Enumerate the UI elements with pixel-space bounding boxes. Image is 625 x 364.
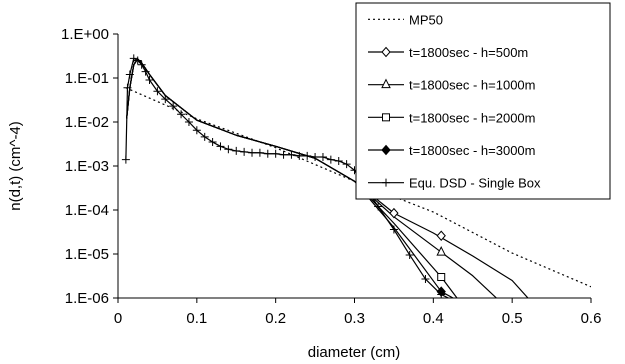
data-point-t-1800sec-h-2000m bbox=[437, 273, 446, 282]
axes: 0 0.1 0.2 0.3 0.4 0.5 0.6 1.E+00 1.E-01 1.E-02 1.E… bbox=[61, 26, 601, 327]
data-point-t-1800sec-h-500m bbox=[389, 207, 399, 219]
data-point-equ-dsd-single-box bbox=[303, 151, 312, 160]
legend-label-t-1800sec-h-500m: t=1800sec - h=500m bbox=[409, 45, 528, 60]
data-point-equ-dsd-single-box bbox=[248, 148, 257, 157]
y-tick-label: 1.E+00 bbox=[61, 26, 109, 43]
data-point-equ-dsd-single-box bbox=[153, 87, 162, 96]
legend-label-mp50: MP50 bbox=[409, 12, 443, 27]
data-point-equ-dsd-single-box bbox=[145, 76, 154, 85]
data-point-equ-dsd-single-box bbox=[137, 60, 146, 69]
data-point-equ-dsd-single-box bbox=[271, 149, 280, 158]
legend-marker-t-1800sec-h-1000m bbox=[381, 78, 391, 89]
y-tick-label: 1.E-04 bbox=[65, 202, 109, 219]
data-point-equ-dsd-single-box bbox=[200, 132, 209, 141]
data-point-equ-dsd-single-box bbox=[263, 149, 272, 158]
data-point-equ-dsd-single-box bbox=[311, 153, 320, 162]
x-tick-label: 0.6 bbox=[581, 310, 602, 327]
data-point-equ-dsd-single-box bbox=[133, 56, 142, 65]
data-point-equ-dsd-single-box bbox=[421, 275, 430, 284]
x-tick-label: 0.4 bbox=[423, 310, 444, 327]
x-axis-label: diameter (cm) bbox=[308, 344, 401, 361]
legend: MP50 t=1800sec - h=500m t=1800sec - h=1000… bbox=[355, 2, 611, 200]
legend-box bbox=[355, 2, 611, 200]
y-tick-label: 1.E-01 bbox=[65, 70, 109, 87]
data-point-equ-dsd-single-box bbox=[334, 156, 343, 165]
data-point-equ-dsd-single-box bbox=[279, 150, 288, 159]
legend-label-t-1800sec-h-3000m: t=1800sec - h=3000m bbox=[409, 143, 535, 158]
y-tick-label: 1.E-03 bbox=[65, 158, 109, 175]
data-point-equ-dsd-single-box bbox=[125, 70, 134, 79]
data-point-t-1800sec-h-500m bbox=[436, 230, 446, 241]
x-tick-label: 0.1 bbox=[186, 310, 207, 327]
y-tick-label: 1.E-05 bbox=[65, 246, 109, 263]
data-point-equ-dsd-single-box bbox=[123, 83, 132, 92]
data-point-equ-dsd-single-box bbox=[121, 155, 130, 164]
data-point-equ-dsd-single-box bbox=[326, 155, 335, 164]
data-point-equ-dsd-single-box bbox=[129, 54, 138, 63]
data-point-equ-dsd-single-box bbox=[232, 146, 241, 155]
x-tick-label: 0.3 bbox=[344, 310, 365, 327]
data-point-equ-dsd-single-box bbox=[318, 153, 327, 162]
legend-marker-t-1800sec-h-3000m bbox=[381, 144, 391, 156]
data-point-equ-dsd-single-box bbox=[184, 118, 193, 126]
y-axis-label: n(d,t) (cm^-4) bbox=[7, 121, 24, 211]
data-point-equ-dsd-single-box bbox=[240, 147, 249, 156]
data-point-equ-dsd-single-box bbox=[287, 150, 296, 159]
legend-marker-equ-dsd-single-box bbox=[382, 178, 390, 187]
series-line-t-1800sec-h-3000m bbox=[126, 58, 454, 298]
data-point-equ-dsd-single-box bbox=[161, 95, 170, 104]
legend-label-t-1800sec-h-1000m: t=1800sec - h=1000m bbox=[409, 78, 535, 93]
x-tick-label: 0.5 bbox=[502, 310, 523, 327]
data-point-equ-dsd-single-box bbox=[208, 138, 217, 147]
data-point-t-1800sec-h-1000m bbox=[436, 246, 447, 256]
data-point-equ-dsd-single-box bbox=[437, 290, 446, 299]
data-point-equ-dsd-single-box bbox=[177, 110, 186, 119]
data-point-equ-dsd-single-box bbox=[405, 250, 414, 259]
data-point-equ-dsd-single-box bbox=[374, 202, 383, 211]
data-point-equ-dsd-single-box bbox=[141, 67, 150, 76]
data-point-equ-dsd-single-box bbox=[342, 160, 351, 169]
legend-label-equ-dsd-single-box: Equ. DSD - Single Box bbox=[409, 176, 541, 191]
data-point-equ-dsd-single-box bbox=[192, 126, 201, 135]
data-point-equ-dsd-single-box bbox=[224, 145, 233, 154]
x-tick-label: 0 bbox=[114, 310, 122, 327]
data-point-equ-dsd-single-box bbox=[169, 102, 178, 111]
data-point-equ-dsd-single-box bbox=[389, 225, 398, 234]
data-point-equ-dsd-single-box bbox=[255, 148, 264, 157]
legend-label-t-1800sec-h-2000m: t=1800sec - h=2000m bbox=[409, 110, 535, 125]
series-line-mp50 bbox=[125, 87, 591, 288]
legend-marker-t-1800sec-h-500m bbox=[381, 46, 391, 58]
y-tick-label: 1.E-06 bbox=[65, 290, 109, 307]
legend-marker-t-1800sec-h-2000m bbox=[382, 113, 390, 122]
y-tick-label: 1.E-02 bbox=[65, 114, 109, 131]
data-point-equ-dsd-single-box bbox=[216, 142, 225, 151]
data-point-equ-dsd-single-box bbox=[295, 151, 304, 160]
x-tick-label: 0.2 bbox=[265, 310, 286, 327]
